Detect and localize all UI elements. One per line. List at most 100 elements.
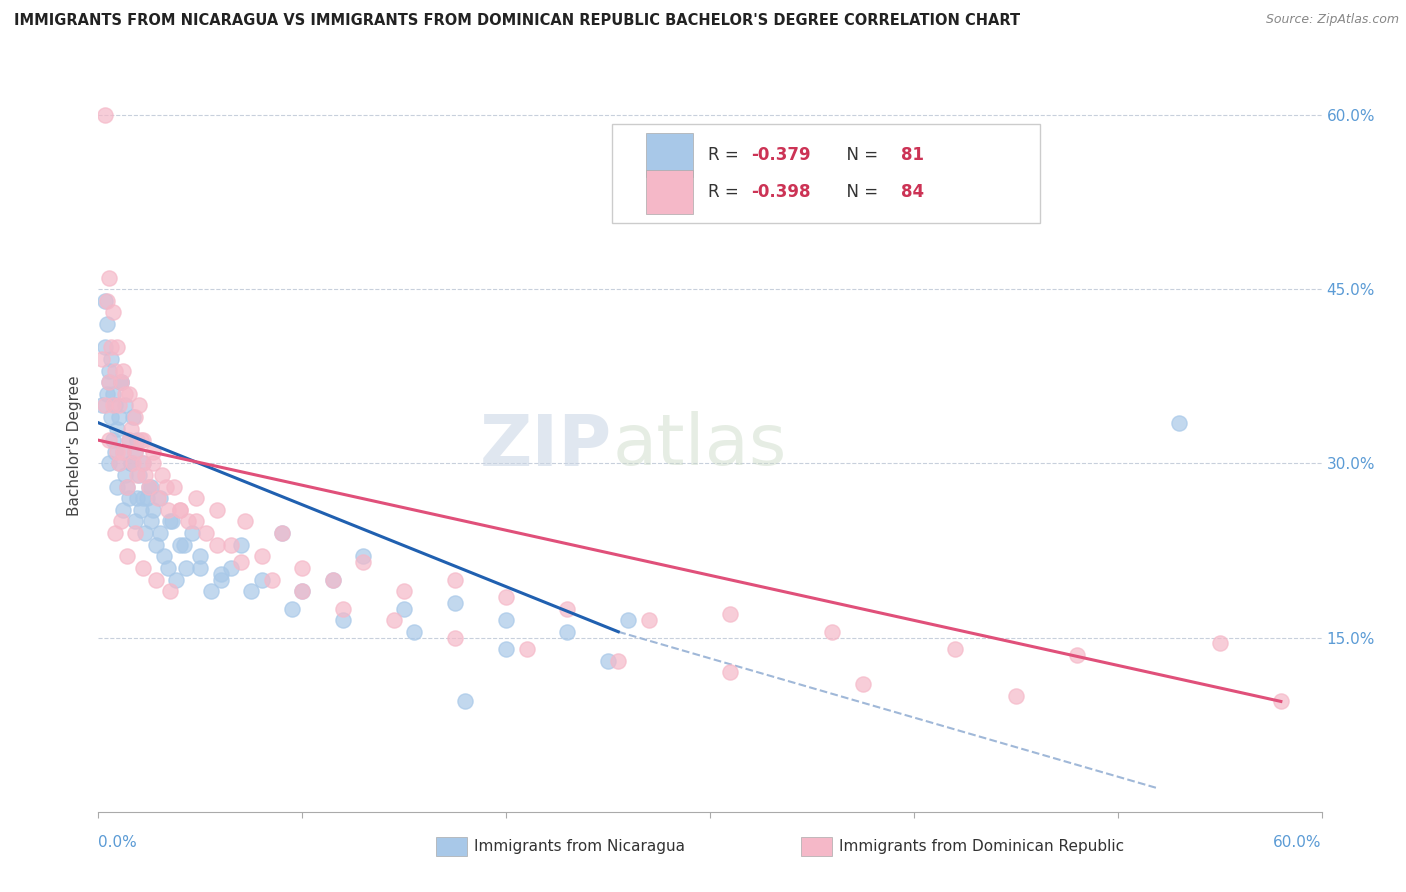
Point	[291, 584, 314, 599]
Point	[142, 457, 165, 471]
Point	[209, 573, 232, 587]
Point	[209, 566, 232, 581]
Point	[118, 491, 141, 506]
Point	[114, 468, 136, 483]
Text: 60.0%: 60.0%	[1274, 836, 1322, 850]
Point	[97, 375, 120, 389]
Point	[114, 398, 136, 412]
Point	[105, 340, 128, 354]
Point	[114, 386, 136, 401]
Point	[1270, 694, 1292, 708]
Bar	[647, 133, 693, 177]
Point	[392, 601, 416, 615]
Point	[720, 607, 742, 622]
Point	[557, 624, 579, 639]
Point	[132, 457, 155, 471]
Text: R =: R =	[707, 183, 744, 201]
Point	[136, 491, 159, 506]
Point	[141, 480, 163, 494]
Point	[205, 503, 228, 517]
Point	[93, 340, 115, 354]
Point	[138, 480, 160, 494]
Point	[219, 561, 242, 575]
Point	[1066, 648, 1088, 662]
Point	[111, 445, 134, 459]
Point	[129, 503, 152, 517]
Point	[557, 601, 579, 615]
Point	[101, 433, 124, 447]
Point	[152, 549, 174, 564]
Point	[169, 538, 191, 552]
Point	[105, 480, 128, 494]
Point	[1167, 416, 1189, 430]
Point	[111, 503, 134, 517]
Point	[1004, 689, 1026, 703]
Text: Source: ZipAtlas.com: Source: ZipAtlas.com	[1265, 13, 1399, 27]
Point	[332, 601, 354, 615]
Point	[195, 526, 218, 541]
Point	[250, 573, 273, 587]
Point	[111, 363, 134, 377]
Point	[96, 317, 118, 331]
Point	[291, 561, 314, 575]
Point	[129, 433, 152, 447]
Point	[444, 631, 467, 645]
Point	[138, 480, 160, 494]
Point	[281, 601, 304, 615]
FancyBboxPatch shape	[612, 124, 1040, 223]
Point	[97, 375, 120, 389]
Point	[173, 538, 195, 552]
Point	[104, 445, 127, 459]
Point	[156, 503, 179, 517]
Point	[100, 340, 122, 354]
Text: IMMIGRANTS FROM NICARAGUA VS IMMIGRANTS FROM DOMINICAN REPUBLIC BACHELOR'S DEGRE: IMMIGRANTS FROM NICARAGUA VS IMMIGRANTS …	[14, 13, 1021, 29]
Point	[291, 584, 314, 599]
Point	[115, 480, 138, 494]
Text: atlas: atlas	[612, 411, 786, 481]
Point	[638, 613, 661, 627]
Point	[322, 573, 344, 587]
Point	[240, 584, 263, 599]
Point	[617, 613, 640, 627]
Point	[122, 457, 145, 471]
Point	[943, 642, 966, 657]
Point	[127, 491, 149, 506]
Point	[159, 584, 181, 599]
Point	[132, 457, 155, 471]
Point	[444, 596, 467, 610]
Point	[134, 468, 156, 483]
Point	[177, 515, 200, 529]
Point	[250, 549, 273, 564]
Point	[108, 457, 131, 471]
Point	[110, 375, 132, 389]
Text: N =: N =	[837, 183, 883, 201]
Point	[118, 433, 141, 447]
Point	[516, 642, 538, 657]
Point	[110, 515, 132, 529]
Point	[160, 515, 183, 529]
Point	[163, 480, 186, 494]
Text: 81: 81	[901, 146, 924, 164]
Point	[110, 375, 132, 389]
Point	[100, 351, 122, 366]
Point	[495, 590, 517, 604]
Point	[93, 293, 115, 308]
Point	[105, 445, 128, 459]
Point	[149, 491, 172, 506]
Point	[120, 421, 142, 435]
Point	[352, 555, 374, 569]
Point	[100, 409, 122, 424]
Point	[124, 445, 146, 459]
Point	[96, 293, 118, 308]
Point	[188, 549, 212, 564]
Point	[231, 538, 253, 552]
Text: Immigrants from Nicaragua: Immigrants from Nicaragua	[474, 839, 685, 854]
Point	[124, 445, 146, 459]
Point	[607, 654, 630, 668]
Point	[188, 561, 212, 575]
Point	[186, 491, 208, 506]
Point	[108, 398, 131, 412]
Point	[93, 398, 115, 412]
Point	[404, 624, 426, 639]
Y-axis label: Bachelor's Degree: Bachelor's Degree	[67, 376, 83, 516]
